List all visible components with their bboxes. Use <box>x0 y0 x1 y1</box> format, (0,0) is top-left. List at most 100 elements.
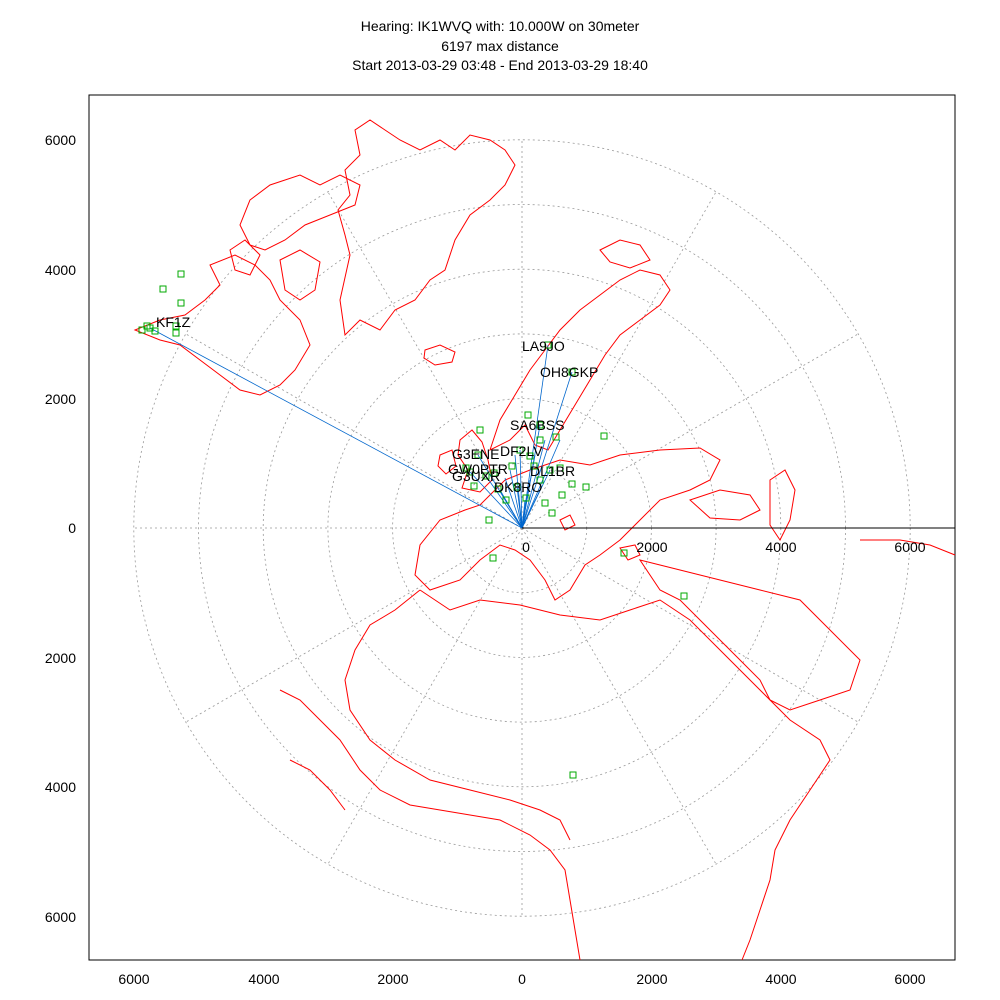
station-marker <box>536 436 544 444</box>
station-marker <box>600 432 608 440</box>
path-line <box>521 344 549 529</box>
greenland-coast <box>337 119 516 337</box>
station-marker <box>556 464 564 472</box>
caspian-coast <box>769 469 796 541</box>
scandinavia-coast <box>489 269 671 451</box>
africa-coast <box>419 589 831 961</box>
bottom-tick-label: 6000 <box>118 971 149 987</box>
station-label: KF1Z <box>156 314 191 330</box>
chart-title-line-1: Hearing: IK1WVQ with: 10.000W on 30meter <box>360 18 640 34</box>
bottom-tick-labels: 6000 4000 2000 0 2000 4000 6000 <box>118 971 925 987</box>
station-marker <box>582 483 590 491</box>
path-line <box>521 371 573 529</box>
station-marker <box>530 462 538 470</box>
bottom-tick-label: 2000 <box>377 971 408 987</box>
station-marker <box>462 464 470 472</box>
station-marker <box>151 327 159 335</box>
bottom-tick-label: 4000 <box>248 971 279 987</box>
path-line <box>521 439 546 529</box>
station-label: DF2LV <box>500 443 543 459</box>
station-marker <box>172 322 180 330</box>
station-marker <box>568 368 576 376</box>
europe-coast <box>414 447 721 601</box>
station-label: LA9JO <box>522 338 565 354</box>
station-marker <box>552 433 560 441</box>
bearing-spoke <box>185 527 523 723</box>
left-tick-label: 0 <box>68 520 76 536</box>
iceland-coast <box>423 344 456 366</box>
station-marker <box>544 341 552 349</box>
station-marker <box>513 483 521 491</box>
station-label: DK8RO <box>494 479 542 495</box>
inner-axis-labels: 0 2000 4000 6000 <box>522 539 926 555</box>
black-sea-coast <box>689 489 761 521</box>
left-tick-label: 6000 <box>45 909 76 925</box>
station-label: OH8GKP <box>540 364 598 380</box>
station-marker <box>476 426 484 434</box>
left-tick-labels: 6000 4000 2000 0 2000 4000 6000 <box>45 132 76 925</box>
bottom-tick-label: 4000 <box>765 971 796 987</box>
station-marker <box>536 421 544 429</box>
path-line <box>149 327 523 529</box>
americas-coast <box>279 689 581 961</box>
station-label: SA6BSS <box>510 417 564 433</box>
station-marker <box>159 285 167 293</box>
station-marker <box>489 554 497 562</box>
chart-title-line-3: Start 2013-03-29 03:48 - End 2013-03-29 … <box>352 57 648 73</box>
inner-tick-label: 6000 <box>894 539 925 555</box>
left-tick-label: 4000 <box>45 779 76 795</box>
station-marker <box>516 446 524 454</box>
station-marker <box>470 482 478 490</box>
station-marker <box>143 322 151 330</box>
path-line <box>469 471 523 529</box>
station-marker <box>524 411 532 419</box>
station-marker <box>508 462 516 470</box>
left-tick-label: 2000 <box>45 650 76 666</box>
coastline-layer <box>133 119 956 961</box>
station-marker <box>138 326 146 334</box>
path-line <box>521 439 561 529</box>
station-marker <box>177 270 185 278</box>
station-labels: KF1Z LA9JO OH8GKP SA6BSS DF2LVG3ENEGW0PTRG3U… <box>156 314 598 495</box>
path-line <box>499 489 523 529</box>
inner-tick-label: 4000 <box>765 539 796 555</box>
station-label: DL1BR <box>530 463 575 479</box>
station-marker <box>485 516 493 524</box>
station-marker <box>541 499 549 507</box>
left-tick-label: 4000 <box>45 262 76 278</box>
station-marker <box>526 452 534 460</box>
ireland-coast <box>437 449 457 475</box>
station-marker <box>536 476 544 484</box>
station-marker <box>474 451 482 459</box>
inner-tick-label: 0 <box>522 539 530 555</box>
station-label: GW0PTR <box>448 461 508 477</box>
station-marker <box>546 466 554 474</box>
bearing-spoke <box>521 527 717 865</box>
bottom-tick-label: 6000 <box>894 971 925 987</box>
path-line <box>521 454 536 529</box>
path-lines <box>149 327 573 529</box>
arctic-islands-coast <box>239 174 361 251</box>
left-tick-label: 6000 <box>45 132 76 148</box>
left-tick-label: 2000 <box>45 391 76 407</box>
path-line <box>504 477 523 529</box>
path-line <box>514 454 523 529</box>
arabia-coast <box>638 559 861 711</box>
station-marker <box>177 299 185 307</box>
bearing-spoke <box>521 333 859 529</box>
station-marker <box>172 329 180 337</box>
bottom-tick-label: 0 <box>518 971 526 987</box>
britain-coast <box>457 429 493 493</box>
station-marker <box>494 485 502 493</box>
alaska-coast <box>133 254 311 396</box>
station-marker <box>569 771 577 779</box>
station-marker <box>522 494 530 502</box>
station-marker <box>680 592 688 600</box>
bottom-tick-label: 2000 <box>636 971 667 987</box>
path-line <box>485 475 523 529</box>
station-marker <box>490 469 498 477</box>
chart-title-line-2: 6197 max distance <box>441 38 559 54</box>
station-marker <box>466 468 474 476</box>
station-marker <box>558 491 566 499</box>
